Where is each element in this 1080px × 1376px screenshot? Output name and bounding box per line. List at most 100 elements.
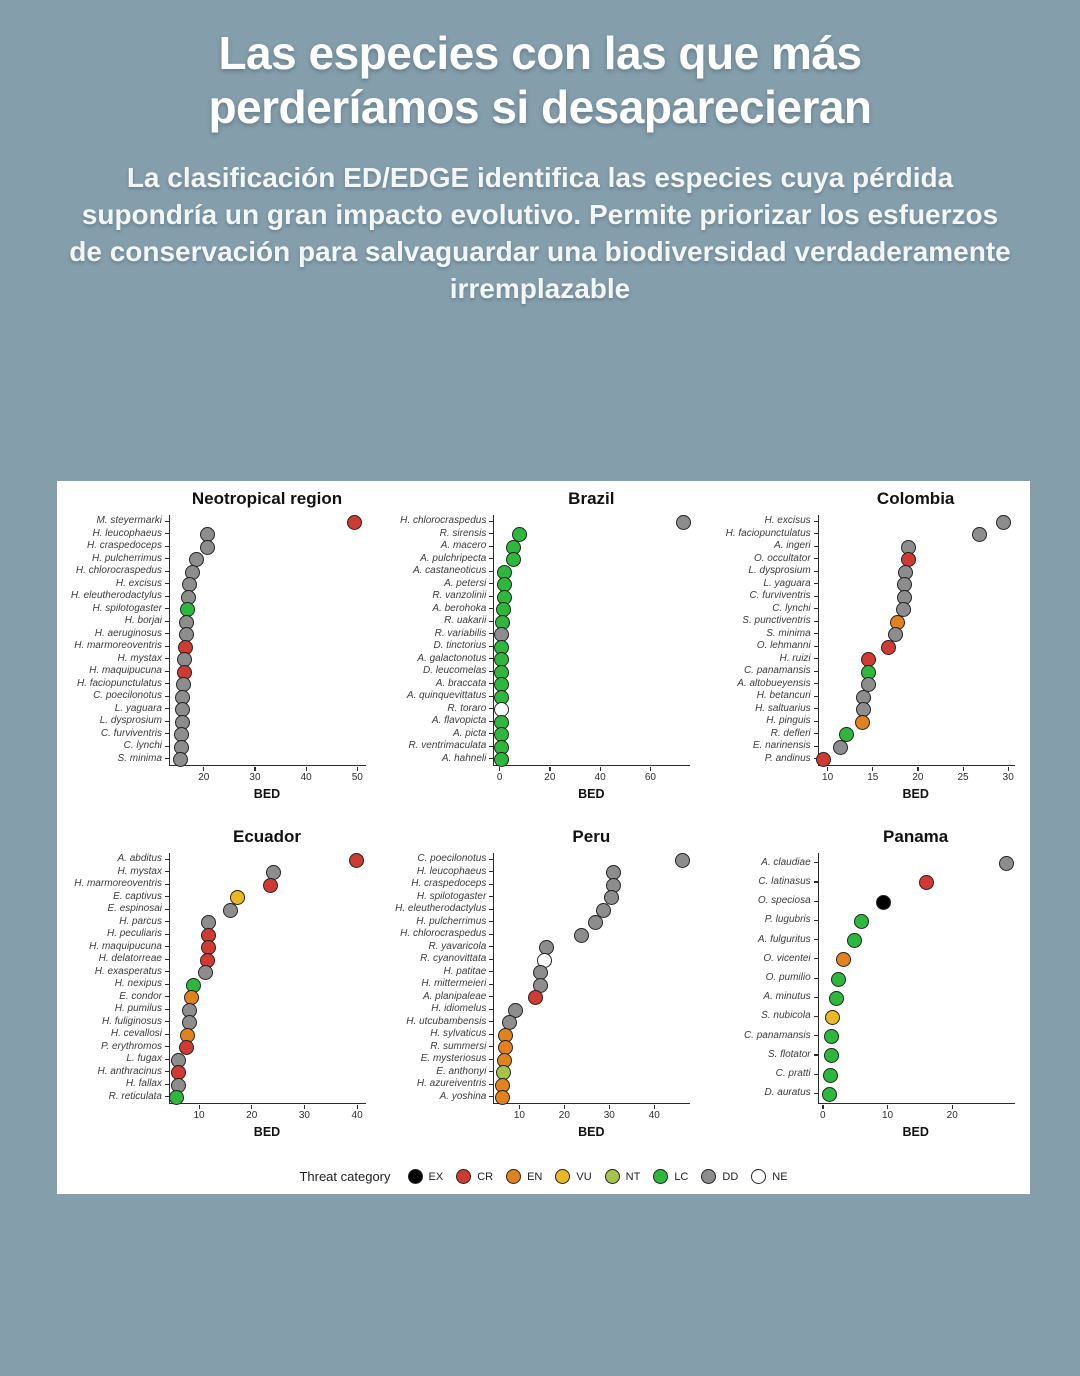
x-tick-label: 20 xyxy=(198,772,210,783)
y-tick xyxy=(165,708,169,710)
legend-title: Threat category xyxy=(299,1169,391,1184)
data-dot xyxy=(880,639,896,655)
y-tick xyxy=(813,695,818,697)
data-dot xyxy=(508,1002,524,1018)
species-label: H. leucophaeus xyxy=(416,865,487,877)
y-tick xyxy=(813,520,818,522)
y-tick xyxy=(489,946,494,948)
x-axis-tick xyxy=(356,766,358,771)
data-dot xyxy=(172,752,188,768)
x-axis-tick xyxy=(917,766,919,771)
panel-title-ecuador: Ecuador xyxy=(232,827,302,846)
data-dot xyxy=(876,894,892,910)
plot-area-colombia xyxy=(817,515,1015,766)
y-tick xyxy=(165,520,169,522)
species-label: P. erythromos xyxy=(101,1040,162,1052)
y-tick xyxy=(489,633,494,635)
data-dot xyxy=(824,1048,840,1064)
species-label: C. poecilonotus xyxy=(93,690,162,702)
data-dot xyxy=(996,514,1012,530)
species-label: A. berohoka xyxy=(432,602,487,614)
x-tick-label: 30 xyxy=(249,772,261,783)
panel-colombia: Colombia H. excisus H. faciopunctulatus A. … xyxy=(706,483,1030,821)
panel-neotropical-region: Neotropical region M. steyermarki H. leuco… xyxy=(57,483,381,821)
y-tick xyxy=(489,1071,494,1073)
y-tick xyxy=(165,658,169,660)
y-tick xyxy=(489,595,494,597)
species-label: H. excisus xyxy=(764,515,811,527)
species-label: M. steyermarki xyxy=(96,515,162,527)
species-label: H. fallax xyxy=(125,1078,162,1090)
species-label: P. lugubris xyxy=(764,914,811,926)
data-dot xyxy=(836,952,852,968)
data-dot xyxy=(822,1067,838,1083)
species-label: O. lehmanni xyxy=(756,640,811,652)
species-label: H. chlorocraspedus xyxy=(400,928,487,940)
x-tick-label: 0 xyxy=(496,772,503,783)
species-label: A. claudiae xyxy=(761,856,811,868)
data-dot xyxy=(824,1029,840,1045)
y-tick xyxy=(489,983,494,985)
legend-dot-en-icon xyxy=(506,1169,522,1184)
y-tick xyxy=(813,1054,818,1056)
y-tick xyxy=(489,871,494,873)
x-tick-label: 10 xyxy=(881,1110,894,1121)
legend-dot-dd-icon xyxy=(701,1169,717,1184)
x-tick-label: 0 xyxy=(820,1110,826,1121)
species-label: H. chlorocraspedus xyxy=(400,515,487,527)
y-tick xyxy=(489,520,494,522)
threat-legend: Threat category EX CR EN VU NT LC DD NE xyxy=(57,1169,1030,1184)
species-label: A. galactonotus xyxy=(417,652,487,664)
plot-area-ecuador xyxy=(169,853,366,1104)
y-tick xyxy=(489,533,494,535)
data-dot xyxy=(494,752,510,768)
species-label: C. panamansis xyxy=(743,1029,811,1041)
y-tick xyxy=(813,558,818,560)
x-tick-label: 60 xyxy=(644,772,656,783)
panel-title-brazil: Brazil xyxy=(568,489,615,508)
species-label: R. yavaricola xyxy=(428,940,487,952)
x-axis-tick xyxy=(599,766,601,771)
legend-code: LC xyxy=(674,1170,689,1183)
data-dot xyxy=(854,913,870,929)
species-label: H. exasperatus xyxy=(94,965,162,977)
legend-code: EN xyxy=(527,1170,543,1183)
species-label: H. pumilus xyxy=(114,1003,162,1015)
x-axis-tick xyxy=(499,766,501,771)
legend-code: CR xyxy=(477,1170,494,1183)
panel-title-colombia: Colombia xyxy=(876,489,955,508)
y-tick xyxy=(489,883,494,885)
species-label: C. latinasus xyxy=(758,875,811,887)
y-tick xyxy=(813,733,818,735)
species-label: H. maquipucuna xyxy=(89,665,162,677)
species-label: C. furviventris xyxy=(100,727,162,739)
panels-grid: Neotropical region M. steyermarki H. leuco… xyxy=(57,483,1030,1159)
panel-title-peru: Peru xyxy=(572,827,611,846)
species-label: H. maquipucuna xyxy=(89,940,162,952)
y-tick xyxy=(165,1033,169,1035)
y-tick xyxy=(489,1058,494,1060)
species-label: R. variabilis xyxy=(434,627,487,639)
y-tick xyxy=(165,695,169,697)
y-tick xyxy=(489,683,494,685)
y-tick xyxy=(813,533,818,535)
y-tick xyxy=(489,708,494,710)
y-tick xyxy=(165,933,169,935)
y-tick xyxy=(489,908,494,910)
species-label: E. anthonyi xyxy=(436,1065,487,1077)
species-label: S. minima xyxy=(766,627,811,639)
legend-item-ne: NE xyxy=(751,1169,788,1184)
x-axis-tick xyxy=(608,1104,610,1109)
header: Las especies con las que más perderíamos… xyxy=(0,26,1080,307)
y-tick xyxy=(165,595,169,597)
y-tick xyxy=(165,608,169,610)
y-tick xyxy=(813,658,818,660)
species-label: H. cevallosi xyxy=(110,1028,162,1040)
x-tick-label: 30 xyxy=(603,1110,615,1121)
x-axis-tick xyxy=(827,766,829,771)
y-tick xyxy=(165,1021,169,1023)
y-tick xyxy=(489,670,494,672)
data-dot xyxy=(918,875,934,891)
species-label: L. yaguara xyxy=(763,577,811,589)
species-label: H. marmoreoventris xyxy=(74,878,162,890)
